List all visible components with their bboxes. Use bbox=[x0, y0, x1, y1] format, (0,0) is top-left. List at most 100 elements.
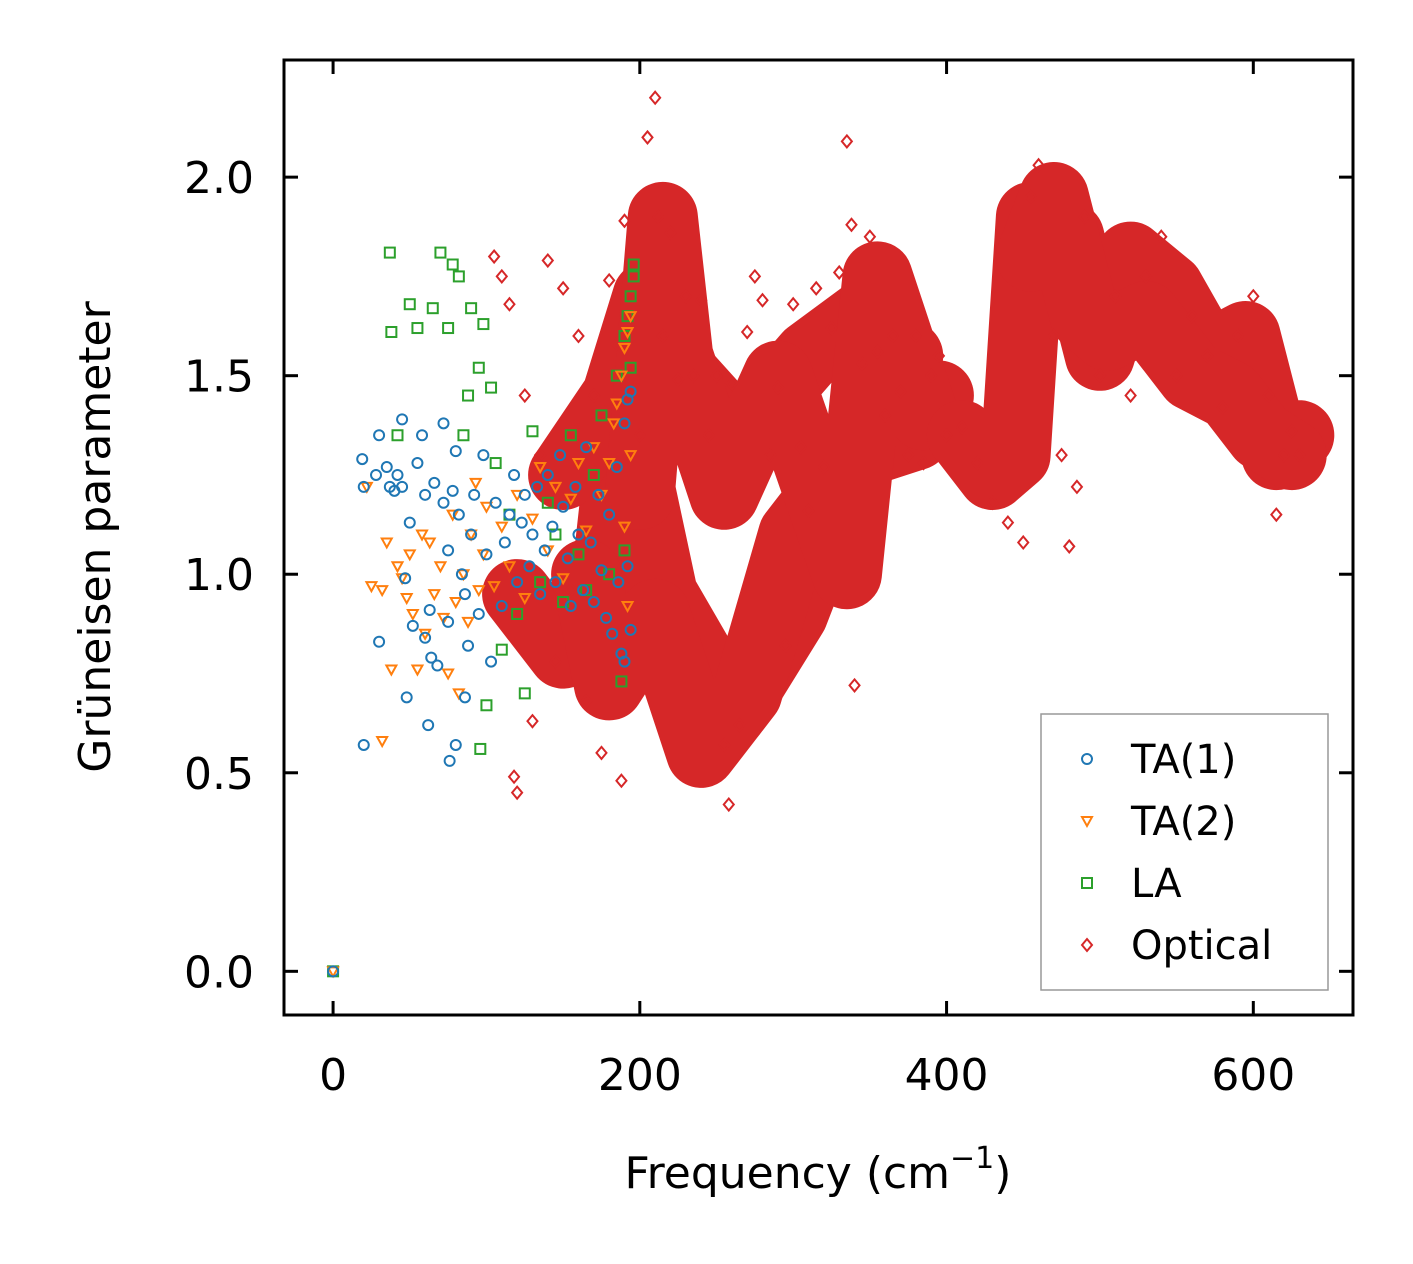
data-point bbox=[452, 270, 465, 283]
data-point bbox=[380, 537, 394, 550]
data-point bbox=[502, 561, 517, 574]
data-point bbox=[620, 600, 635, 614]
data-point bbox=[495, 521, 509, 534]
data-point bbox=[1270, 507, 1283, 523]
y-tick-label: 0.0 bbox=[184, 947, 254, 998]
data-point bbox=[384, 664, 399, 677]
data-point bbox=[794, 439, 808, 455]
data-point bbox=[569, 480, 582, 493]
data-point bbox=[477, 449, 490, 462]
legend-label: Optical bbox=[1131, 923, 1272, 969]
legend-label: TA(2) bbox=[1130, 799, 1236, 845]
data-point bbox=[327, 965, 340, 978]
data-point bbox=[518, 387, 532, 404]
data-point bbox=[534, 588, 547, 601]
data-point bbox=[986, 495, 999, 511]
data-point bbox=[1285, 423, 1298, 439]
data-point bbox=[587, 468, 600, 481]
data-point bbox=[391, 429, 404, 442]
data-point bbox=[487, 581, 501, 594]
data-point bbox=[771, 380, 785, 396]
data-point bbox=[878, 407, 892, 423]
data-point bbox=[442, 544, 455, 557]
data-point bbox=[503, 296, 516, 312]
data-point bbox=[477, 318, 490, 331]
data-point bbox=[428, 476, 441, 489]
data-point bbox=[564, 429, 577, 442]
data-point bbox=[508, 468, 521, 481]
data-point bbox=[525, 513, 540, 526]
data-point bbox=[577, 584, 590, 597]
series-ta-1 bbox=[327, 385, 637, 978]
data-point bbox=[487, 248, 501, 265]
data-point bbox=[733, 717, 746, 733]
data-point bbox=[531, 480, 544, 493]
data-point bbox=[940, 427, 953, 443]
data-point bbox=[375, 736, 389, 749]
data-point bbox=[624, 385, 637, 398]
data-point bbox=[523, 560, 536, 573]
data-point bbox=[554, 449, 567, 462]
data-point bbox=[600, 611, 613, 624]
data-point bbox=[446, 484, 459, 497]
data-point bbox=[425, 651, 438, 664]
data-point bbox=[1016, 534, 1030, 551]
data-point bbox=[480, 548, 493, 561]
data-point bbox=[763, 447, 777, 463]
data-point bbox=[495, 643, 508, 656]
data-point bbox=[623, 311, 638, 324]
data-point bbox=[422, 719, 435, 732]
data-point bbox=[423, 537, 437, 550]
data-point bbox=[403, 298, 416, 311]
data-point bbox=[621, 560, 634, 573]
data-point bbox=[480, 699, 493, 712]
legend: TA(1) TA(2) LA Optical bbox=[1040, 713, 1329, 991]
data-point bbox=[427, 589, 442, 602]
data-point bbox=[624, 290, 637, 303]
data-point bbox=[756, 292, 769, 308]
data-point bbox=[1231, 328, 1245, 344]
data-point bbox=[357, 738, 370, 751]
data-point bbox=[1277, 447, 1291, 463]
data-point bbox=[489, 457, 502, 470]
data-point bbox=[579, 693, 593, 709]
data-point bbox=[411, 322, 424, 335]
data-point bbox=[602, 458, 616, 471]
x-axis-title: Frequency (cm−1) bbox=[625, 1141, 1012, 1199]
data-point bbox=[518, 593, 532, 606]
data-point bbox=[399, 572, 412, 585]
data-point bbox=[437, 496, 450, 509]
series-ta-2 bbox=[326, 311, 638, 979]
data-point bbox=[396, 480, 409, 493]
data-point bbox=[845, 217, 858, 233]
data-point bbox=[694, 292, 708, 308]
data-point bbox=[618, 417, 631, 430]
data-point bbox=[375, 585, 389, 598]
data-point bbox=[534, 576, 547, 589]
data-point bbox=[472, 361, 485, 374]
data-point bbox=[541, 252, 555, 269]
optical-dense-band bbox=[995, 162, 1327, 491]
data-point bbox=[549, 654, 562, 670]
data-point bbox=[1078, 209, 1091, 225]
data-point bbox=[526, 425, 539, 438]
data-point bbox=[615, 773, 628, 789]
data-point bbox=[624, 623, 637, 636]
data-point bbox=[479, 501, 494, 514]
data-point bbox=[924, 368, 938, 384]
data-point bbox=[431, 659, 444, 672]
data-point bbox=[469, 477, 483, 490]
data-point bbox=[610, 461, 623, 474]
data-point bbox=[442, 322, 455, 335]
data-point bbox=[617, 342, 632, 355]
data-point bbox=[1200, 348, 1214, 364]
data-point bbox=[702, 427, 716, 443]
data-point bbox=[863, 229, 877, 245]
data-point bbox=[1154, 229, 1168, 245]
data-point bbox=[592, 488, 605, 501]
data-point bbox=[518, 687, 531, 700]
data-point bbox=[722, 796, 736, 813]
data-point bbox=[390, 561, 405, 574]
series-la bbox=[327, 246, 640, 978]
